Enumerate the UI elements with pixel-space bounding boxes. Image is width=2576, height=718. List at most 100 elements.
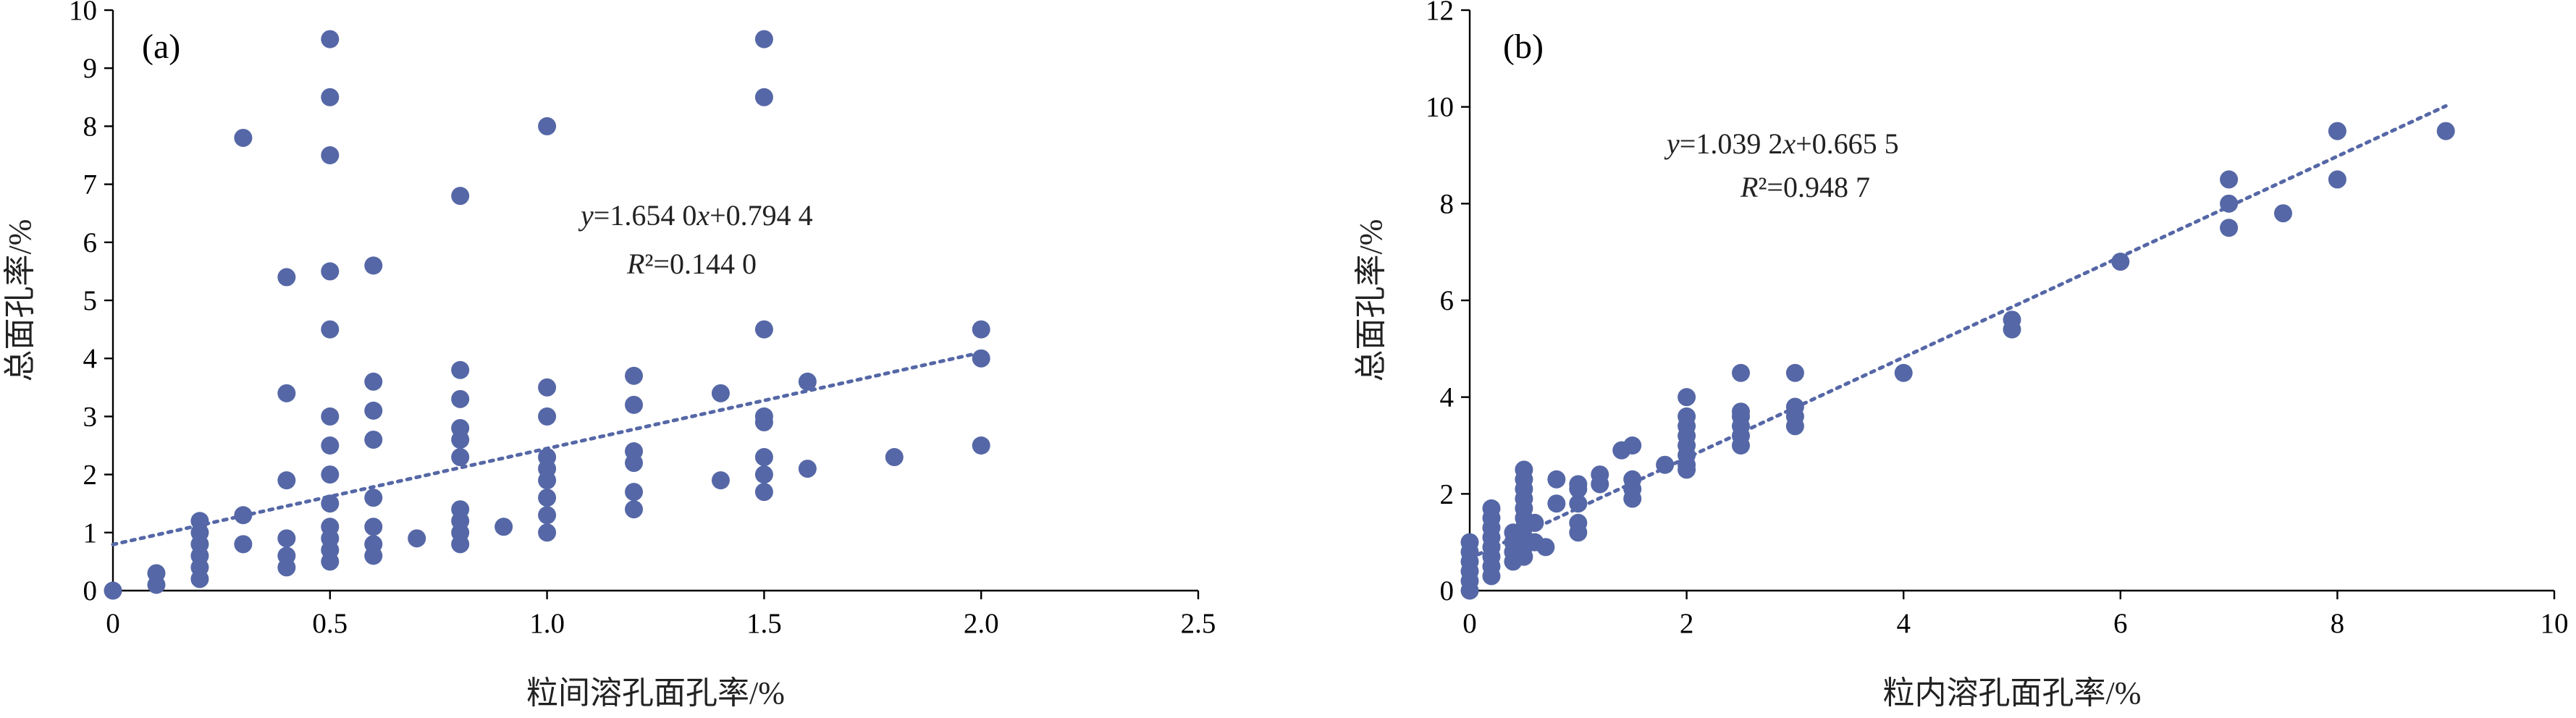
panel-b-y-tick-label: 12 — [1426, 0, 1454, 26]
panel-b-data-point — [1547, 494, 1566, 513]
panel-a-data-point — [321, 30, 340, 48]
panel-b-data-point — [1678, 407, 1696, 426]
panel-a-data-point — [321, 494, 340, 513]
panel-a-data-point — [972, 436, 990, 455]
panel-b-data-point — [2274, 204, 2292, 223]
panel-a-data-point — [234, 128, 253, 147]
panel-b-data-point — [1656, 455, 1675, 474]
panel-a-data-point — [538, 378, 557, 397]
panel-a-data-point — [798, 460, 817, 478]
panel-a-data-point — [451, 187, 470, 206]
panel-a-y-tick-label: 8 — [83, 111, 98, 142]
panel-b-data-point — [2111, 253, 2130, 271]
panel-a-data-point — [538, 523, 557, 542]
panel-b-data-point — [2003, 311, 2021, 329]
panel-a-data-point — [625, 366, 644, 385]
panel-b-y-tick-label: 6 — [1440, 285, 1455, 316]
panel-a-data-point — [277, 268, 296, 287]
panel-a-data-point — [451, 500, 470, 519]
panel-b-data-point — [1569, 475, 1588, 494]
panel-a-data-point — [364, 256, 383, 275]
panel-b-data-point — [1785, 363, 1804, 382]
panel-a-x-tick-label: 2.0 — [964, 608, 999, 639]
panel-b-data-point — [1547, 470, 1566, 489]
panel-a-data-point — [494, 518, 513, 536]
panel-b-y-tick-label: 4 — [1440, 382, 1455, 413]
panel-b-data-point — [1894, 363, 1913, 382]
panel-b-r-squared: R²=0.948 7 — [1740, 171, 1870, 203]
panel-a-data-point — [625, 442, 644, 461]
panel-b-data-point — [2436, 122, 2455, 140]
panel-b-x-tick-label: 2 — [1680, 608, 1694, 639]
panel-a-label: (a) — [142, 28, 180, 66]
panel-a-y-tick-label: 2 — [83, 460, 98, 491]
panel-a-y-tick-label: 1 — [83, 518, 98, 549]
panel-a-data-point — [754, 448, 773, 467]
panel-b-data-point — [1515, 460, 1533, 479]
panel-b-y-axis-title: 总面孔率/% — [1353, 219, 1389, 382]
panel-a-data-point — [364, 372, 383, 391]
panel-a-data-point — [538, 448, 557, 467]
panel-a-y-tick-label: 7 — [83, 169, 98, 200]
panel-a-data-point — [321, 407, 340, 426]
panel-b-data-point — [1536, 538, 1555, 557]
panel-a-data-point — [754, 320, 773, 339]
panel-a-data-point — [625, 483, 644, 502]
panel-a-r-squared: R²=0.144 0 — [626, 248, 757, 280]
panel-a-data-point — [364, 518, 383, 536]
panel-a-data-point — [321, 146, 340, 164]
panel-a-data-point — [711, 471, 730, 490]
panel-a-data-point — [451, 418, 470, 437]
panel-b-data-point — [1785, 397, 1804, 416]
panel-a-y-tick-label: 3 — [83, 401, 98, 432]
panel-a-data-point — [277, 529, 296, 548]
panel-a-data-point — [754, 407, 773, 426]
panel-a-y-axis-title: 总面孔率/% — [2, 219, 38, 382]
panel-a-data-point — [754, 88, 773, 106]
panel-a-data-point — [321, 518, 340, 536]
panel-b-data-point — [1482, 499, 1501, 518]
panel-a-y-tick-label: 0 — [83, 575, 98, 607]
panel-b-data-point — [2220, 194, 2239, 213]
panel-a-x-axis-title: 粒间溶孔面孔率/% — [526, 675, 785, 711]
panel-a-data-point — [972, 320, 990, 339]
panel-a-data-point — [104, 581, 122, 600]
panel-a: 0 1 2 3 4 5 6 7 8 9 10 0 0.5 1.0 1.5 2.0 2.5 粒间溶孔面孔率/% 总面孔… — [2, 0, 1216, 711]
panel-a-y-tick-label: 4 — [83, 343, 98, 374]
panel-a-data-point — [277, 471, 296, 490]
panel-b-equation: y=1.039 2x+0.665 5 — [1664, 127, 1899, 160]
panel-b-x-tick-label: 10 — [2541, 608, 2569, 639]
panel-a-data-point — [754, 30, 773, 48]
panel-a-data-point — [190, 512, 209, 531]
panel-b-data-point — [1678, 388, 1696, 407]
panel-b-label: (b) — [1503, 28, 1544, 66]
panel-a-data-point — [538, 506, 557, 525]
panel-a-data-point — [711, 384, 730, 402]
panel-a-data-point — [538, 407, 557, 426]
panel-a-data-point — [277, 546, 296, 565]
panel-a-data-point — [754, 465, 773, 484]
panel-b-data-point — [1732, 402, 1750, 421]
panel-a-y-tick-label: 5 — [83, 285, 98, 316]
panel-a-x-tick-label: 2.5 — [1181, 608, 1216, 639]
panel-b-x-tick-label: 4 — [1896, 608, 1911, 639]
panel-a-y-tick-label: 10 — [69, 0, 97, 26]
panel-b-y-tick-label: 0 — [1440, 575, 1455, 607]
panel-a-data-point — [451, 360, 470, 379]
panel-b-data-point — [1460, 533, 1479, 552]
panel-b-data-point — [2220, 219, 2239, 237]
panel-a-data-point — [451, 448, 470, 467]
panel-b-y-tick-label: 10 — [1426, 92, 1454, 123]
panel-b-x-axis-title: 粒内溶孔面孔率/% — [1883, 675, 2142, 711]
panel-a-data-point — [321, 436, 340, 455]
panel-a-data-point — [451, 389, 470, 408]
panel-a-data-point — [798, 372, 817, 391]
panel-a-data-point — [364, 489, 383, 507]
panel-b-data-point — [1569, 494, 1588, 513]
panel-b-data-point — [1623, 436, 1642, 455]
panel-a-y-tick-label: 9 — [83, 53, 98, 84]
panel-b-data-point — [1732, 363, 1750, 382]
panel-a-data-point — [147, 564, 166, 583]
